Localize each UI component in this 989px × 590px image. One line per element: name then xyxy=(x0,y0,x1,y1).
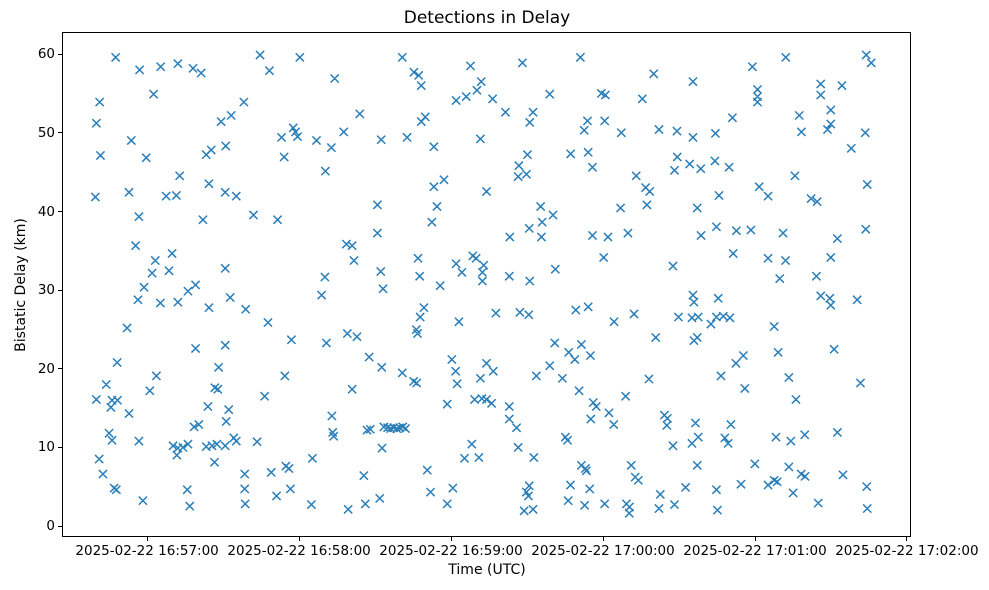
y-tick-mark xyxy=(58,53,62,55)
x-tick-label: 2025-02-22 16:58:00 xyxy=(227,543,371,559)
y-tick-label: 20 xyxy=(37,360,55,377)
x-tick-label: 2025-02-22 17:02:00 xyxy=(835,543,979,559)
chart-title: Detections in Delay xyxy=(403,8,571,28)
x-tick-mark xyxy=(450,537,452,541)
y-tick-mark xyxy=(58,525,62,527)
x-tick-label: 2025-02-22 17:00:00 xyxy=(531,543,675,559)
x-axis-label: Time (UTC) xyxy=(448,562,526,578)
y-tick-mark xyxy=(58,368,62,370)
y-tick-mark xyxy=(58,446,62,448)
y-tick-label: 0 xyxy=(46,518,55,534)
y-tick-label: 10 xyxy=(37,439,55,456)
x-tick-label: 2025-02-22 17:01:00 xyxy=(683,543,827,559)
y-tick-mark xyxy=(58,211,62,212)
x-tick-mark xyxy=(146,537,148,541)
plot-area xyxy=(62,32,911,537)
x-tick-mark xyxy=(298,537,300,541)
y-tick-mark xyxy=(58,289,62,291)
y-tick-label: 30 xyxy=(37,282,55,299)
scatter-points-layer xyxy=(90,50,876,518)
x-tick-label: 2025-02-22 16:57:00 xyxy=(75,543,219,559)
x-tick-label: 2025-02-22 16:59:00 xyxy=(379,543,523,559)
y-tick-label: 50 xyxy=(37,124,55,141)
y-tick-label: 40 xyxy=(37,203,55,220)
y-tick-mark xyxy=(58,132,62,134)
x-tick-mark xyxy=(602,537,604,541)
x-tick-mark xyxy=(906,537,908,541)
x-tick-mark xyxy=(754,537,756,541)
scatter-markers xyxy=(90,50,876,518)
y-tick-label: 60 xyxy=(37,46,55,63)
